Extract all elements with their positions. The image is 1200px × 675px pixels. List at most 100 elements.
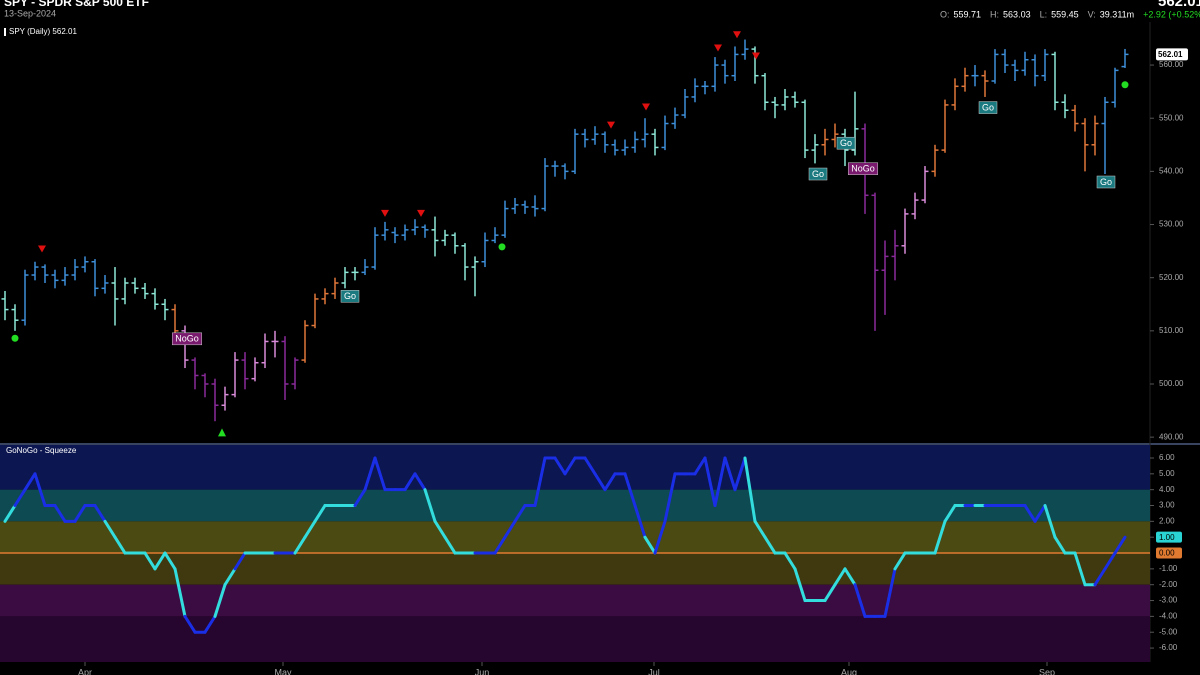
x-tick-label: Sep — [1039, 667, 1055, 675]
oscillator-segment — [843, 567, 857, 587]
annotation-label: NoGo — [851, 164, 875, 174]
price-tag-box — [1156, 48, 1188, 61]
annotation-box — [340, 290, 360, 303]
x-tick-label: May — [274, 667, 292, 675]
value-tag-box — [1156, 531, 1182, 543]
oscillator-segment — [413, 472, 427, 492]
y-tick-label: -3.00 — [1159, 596, 1178, 605]
oscillator-segment — [1053, 535, 1067, 555]
band — [0, 584, 1150, 617]
signal-down — [752, 52, 760, 60]
annotation: NoGo — [171, 332, 203, 346]
y-tick-label: 500.00 — [1159, 379, 1184, 388]
oscillator-segment — [143, 551, 157, 571]
oscillator-segment — [113, 535, 127, 555]
oscillator-segment — [1103, 551, 1117, 571]
oscillator-segment — [633, 504, 647, 539]
oscillator-segment — [363, 456, 377, 492]
oscillator-segment — [33, 472, 47, 508]
oscillator-segment — [553, 456, 567, 476]
instrument-title: SPY - SPDR S&P 500 ETF — [4, 0, 149, 9]
oscillator-segment — [103, 519, 117, 539]
quote-label: L: — [1040, 9, 1048, 19]
annotation-label: NoGo — [175, 334, 199, 344]
oscillator-segment — [3, 504, 17, 523]
oscillator-segment — [733, 456, 747, 492]
date: 13-Sep-2024 — [4, 8, 56, 18]
oscillator-segment — [563, 456, 577, 476]
oscillator-segment — [643, 535, 657, 555]
oscillator-segment — [533, 456, 547, 508]
signal-down — [38, 245, 46, 253]
oscillator-segment — [23, 472, 37, 492]
oscillator-segment — [443, 535, 457, 555]
oscillator-segment — [1023, 504, 1037, 523]
y-tick-label: 5.00 — [1159, 469, 1175, 478]
value-tag: 0.00 — [1159, 549, 1175, 558]
annotation-box — [847, 162, 879, 175]
oscillator-segment — [173, 567, 187, 618]
band — [0, 553, 1150, 585]
oscillator-segment — [713, 456, 727, 508]
signal-down — [607, 121, 615, 129]
annotation: Go — [1096, 175, 1116, 189]
annotation: Go — [808, 167, 828, 181]
y-tick-label: -4.00 — [1159, 611, 1178, 620]
oscillator-segment — [593, 472, 607, 492]
x-tick-label: Apr — [78, 667, 92, 675]
oscillator-segment — [223, 567, 237, 587]
oscillator-segment — [93, 504, 107, 523]
y-tick-label: 560.00 — [1159, 60, 1184, 69]
oscillator-segment — [183, 614, 197, 634]
oscillator-segment — [933, 519, 947, 555]
quote-label: O: — [940, 9, 950, 19]
signal-down — [417, 209, 425, 217]
y-tick-label: 530.00 — [1159, 220, 1184, 229]
y-tick-label: 540.00 — [1159, 166, 1184, 175]
signal-down — [714, 44, 722, 52]
quote-value: 39.311m — [1100, 9, 1134, 19]
oscillator-segment — [763, 535, 777, 555]
signal-down — [733, 31, 741, 39]
signal-dot — [1121, 81, 1129, 89]
y-tick-label: -1.00 — [1159, 564, 1178, 573]
oscillator-segment — [513, 504, 527, 523]
oscillator-segment — [693, 456, 707, 476]
annotation-label: Go — [840, 138, 852, 148]
oscillator-segment — [823, 583, 837, 603]
annotation-label: Go — [1100, 177, 1112, 187]
oscillator-segment — [403, 472, 417, 492]
oscillator-segment — [73, 504, 87, 523]
oscillator-segment — [493, 535, 507, 555]
quote-label: V: — [1088, 9, 1096, 19]
y-tick-label: 520.00 — [1159, 273, 1184, 282]
y-tick-label: -2.00 — [1159, 580, 1178, 589]
oscillator-segment — [753, 519, 767, 539]
oscillator-segment — [723, 456, 737, 492]
oscillator-segment — [783, 551, 797, 571]
y-tick-label: 3.00 — [1159, 501, 1175, 510]
oscillator-segment — [313, 504, 327, 523]
quote-value: 559.71 — [954, 9, 982, 19]
annotation-label: Go — [344, 291, 356, 301]
annotation-label: Go — [812, 169, 824, 179]
panel-title: SPY (Daily) 562.01 — [9, 27, 77, 36]
y-tick-label: 550.00 — [1159, 113, 1184, 122]
oscillator-segment — [373, 456, 387, 492]
oscillator-segment — [233, 551, 247, 571]
annotation: NoGo — [847, 162, 879, 175]
annotation: Go — [978, 101, 998, 114]
oscillator-segment — [1073, 551, 1087, 587]
value-tag-box — [1156, 547, 1182, 559]
oscillator-segment — [893, 551, 907, 571]
oscillator-segment — [743, 456, 757, 523]
y-tick-label: -6.00 — [1159, 643, 1178, 652]
legend-swatch — [4, 28, 6, 36]
annotation-box — [808, 167, 828, 181]
x-tick-label: Jun — [475, 667, 490, 675]
oscillator-segment — [943, 504, 957, 523]
annotation-box — [836, 136, 856, 150]
oscillator-segment — [653, 519, 667, 555]
band — [0, 445, 1150, 490]
